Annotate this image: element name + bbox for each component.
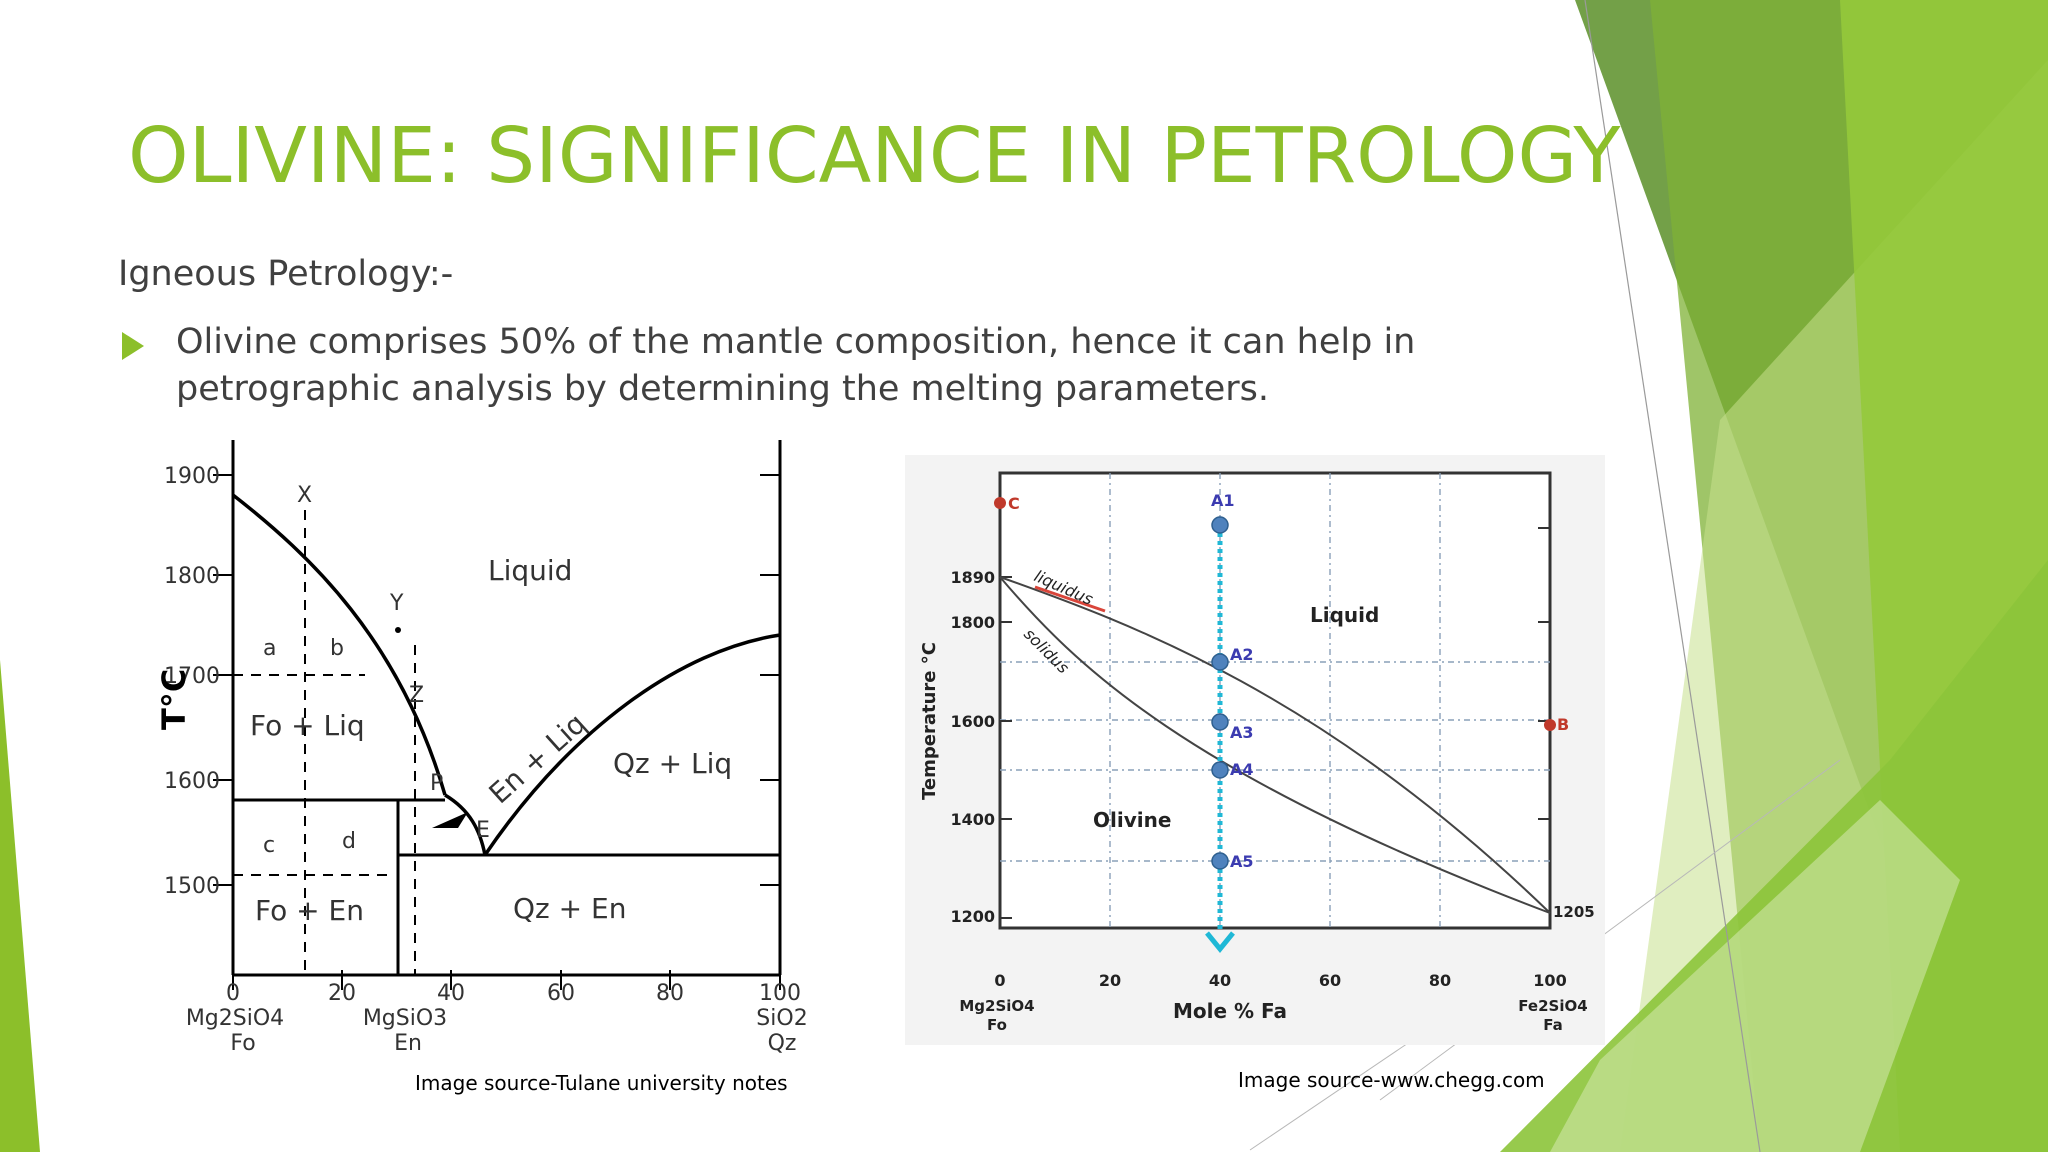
x-tick: 0 xyxy=(994,971,1005,990)
point-label-d: d xyxy=(342,829,356,854)
point-label-p: P xyxy=(430,771,443,796)
y-axis-label: Temperature °C xyxy=(919,642,940,800)
x-tick: 60 xyxy=(547,981,575,1006)
y-tick: 1600 xyxy=(950,712,995,731)
endmember-en-formula: MgSiO3 xyxy=(363,1006,447,1031)
qz-liquidus-curve xyxy=(483,633,781,856)
point-c xyxy=(994,497,1006,509)
cooling-arrowhead-icon xyxy=(1205,931,1235,953)
region-olivine: Olivine xyxy=(1093,808,1171,832)
x-tick: 80 xyxy=(1429,971,1451,990)
endmember-fo-abbr: Fo xyxy=(987,1016,1007,1034)
point-label-x: X xyxy=(297,483,312,508)
x-tick: 20 xyxy=(1099,971,1121,990)
region-fo-liq: Fo + Liq xyxy=(250,709,365,742)
right-image-source: Image source-www.chegg.com xyxy=(1238,1068,1545,1092)
liquidus-highlight xyxy=(1034,585,1106,613)
point-label-b: b xyxy=(330,636,344,661)
point-label-a: a xyxy=(263,636,276,661)
point-label-y: Y xyxy=(389,591,404,616)
liquidus-curve xyxy=(999,576,1551,914)
bullet-arrow-icon xyxy=(122,332,144,360)
x-tick: 100 xyxy=(759,981,801,1006)
endmember-fa-formula: Fe2SiO4 xyxy=(1518,997,1587,1015)
x-tick: 0 xyxy=(226,981,240,1006)
y-axis-label: T°C xyxy=(155,669,193,730)
point-label-c: c xyxy=(263,833,275,858)
phase-diagram-fo-fa: 1890 1800 1600 1400 1200 0 20 40 60 80 1… xyxy=(905,455,1605,1045)
point-a5 xyxy=(1211,852,1229,870)
endmember-fo-formula: Mg2SiO4 xyxy=(186,1006,284,1031)
endmember-en-abbr: En xyxy=(394,1031,422,1056)
y-tick: 1500 xyxy=(164,874,220,899)
endmember-fa-abbr: Fa xyxy=(1543,1016,1563,1034)
deco-line-1 xyxy=(1584,0,1761,1152)
y-tick: 1900 xyxy=(164,464,220,489)
point-a2 xyxy=(1211,653,1229,671)
point-a4 xyxy=(1211,761,1229,779)
y-tick: 1800 xyxy=(950,613,995,632)
point-label-a5: A5 xyxy=(1230,852,1254,871)
point-label-a2: A2 xyxy=(1230,645,1254,664)
phase-diagram-fo-qz: 1900 1800 1700 1600 1500 0 20 40 60 80 1… xyxy=(120,430,840,1070)
y-tick: 1700 xyxy=(164,664,220,689)
region-qz-en: Qz + En xyxy=(513,892,626,925)
y-tick: 1600 xyxy=(164,769,220,794)
x-tick: 40 xyxy=(437,981,465,1006)
point-label-a4: A4 xyxy=(1230,760,1254,779)
endmember-fo-formula: Mg2SiO4 xyxy=(959,997,1034,1015)
x-tick: 100 xyxy=(1533,971,1566,990)
fo-liquidus-curve xyxy=(231,493,447,796)
y-tick: 1890 xyxy=(950,568,995,587)
x-tick: 20 xyxy=(328,981,356,1006)
solidus-curve xyxy=(999,576,1551,914)
cooling-path-arrow-icon xyxy=(432,812,468,828)
slide-title: OLIVINE: SIGNIFICANCE IN PETROLOGY xyxy=(128,112,1621,201)
x-axis-label: Mole % Fa xyxy=(1173,999,1287,1023)
x-tick: 80 xyxy=(656,981,684,1006)
bottom-pale-wedge xyxy=(1550,800,1960,1152)
region-qz-liq: Qz + Liq xyxy=(613,747,732,780)
y-tick: 1800 xyxy=(164,564,220,589)
section-heading: Igneous Petrology:- xyxy=(118,254,454,294)
point-label-a3: A3 xyxy=(1230,723,1254,742)
point-label-b: B xyxy=(1557,715,1569,734)
value-1205-label: 1205 xyxy=(1553,903,1595,921)
region-fo-en: Fo + En xyxy=(255,894,364,927)
region-liquid: Liquid xyxy=(1310,603,1379,627)
x-tick: 60 xyxy=(1319,971,1341,990)
y-tick: 1200 xyxy=(950,907,995,926)
region-liquid: Liquid xyxy=(488,554,572,587)
endmember-qz-formula: SiO2 xyxy=(756,1006,807,1031)
point-a3 xyxy=(1211,713,1229,731)
x-tick: 40 xyxy=(1209,971,1231,990)
point-label-a1: A1 xyxy=(1211,491,1235,510)
bullet-text: Olivine comprises 50% of the mantle comp… xyxy=(176,322,1416,409)
point-label-c: C xyxy=(1008,494,1020,513)
endmember-fo-abbr: Fo xyxy=(230,1031,255,1056)
point-b xyxy=(1544,719,1556,731)
point-label-e: E xyxy=(476,818,490,843)
left-image-source: Image source-Tulane university notes xyxy=(415,1071,788,1095)
point-label-z: Z xyxy=(409,683,424,708)
deco-line-3 xyxy=(1249,1034,1421,1151)
y-tick: 1400 xyxy=(950,810,995,829)
point-a1 xyxy=(1211,516,1229,534)
en-liquidus-curve xyxy=(444,793,487,856)
endmember-qz-abbr: Qz xyxy=(768,1031,797,1056)
left-green-wedge xyxy=(0,660,40,1152)
